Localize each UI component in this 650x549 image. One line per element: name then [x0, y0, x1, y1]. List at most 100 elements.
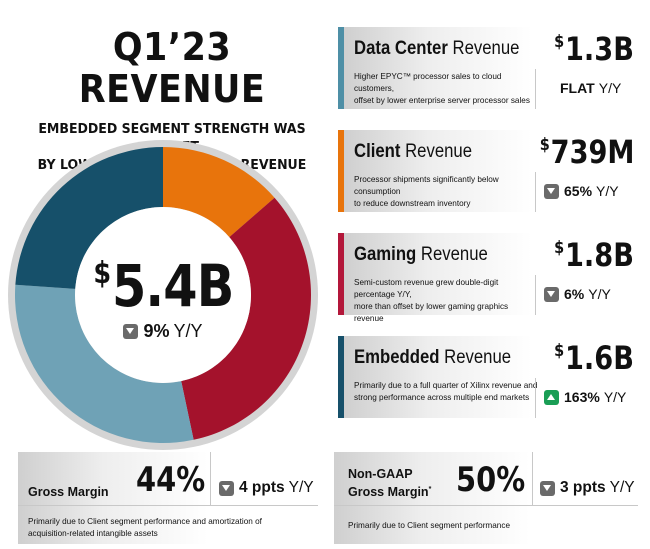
- gross-margin-description-line-2: acquisition-related intangible assets: [28, 529, 158, 538]
- segment-currency: $: [539, 135, 550, 155]
- donut-svg: [8, 140, 318, 450]
- down-arrow-icon: [544, 286, 559, 302]
- card-background: [334, 452, 530, 544]
- segment-name-bold: Gaming: [354, 244, 417, 265]
- segment-change-unit: Y/Y: [596, 183, 619, 199]
- footnote-mark: *: [428, 486, 432, 493]
- gross-margin-change: 4 ppts Y/Y: [219, 478, 314, 498]
- donut-center: $ 5.4B 9% Y/Y: [8, 140, 318, 450]
- divider: [535, 378, 536, 418]
- segment-description-line-2: to reduce downstream inventory: [354, 199, 471, 208]
- non-gaap-label-line-1: Non-GAAP: [348, 467, 413, 481]
- gross-margin-label: Gross Margin: [28, 485, 109, 499]
- non-gaap-margin-change: 3 ppts Y/Y: [540, 478, 635, 498]
- segment-name: Gaming Revenue: [354, 243, 488, 267]
- segment-accent-bar: [338, 233, 344, 315]
- segment-amount: 739M: [550, 133, 634, 171]
- segment-card-data-center: Data Center Revenue $1.3B Higher EPYC™ p…: [338, 27, 640, 109]
- segment-name: Embedded Revenue: [354, 346, 511, 370]
- segment-change-unit: Y/Y: [588, 286, 611, 302]
- segment-card-gaming: Gaming Revenue $1.8B Semi-custom revenue…: [338, 233, 640, 323]
- divider: [532, 452, 533, 505]
- down-arrow-icon: [123, 323, 139, 339]
- up-arrow-icon: [544, 389, 559, 405]
- divider: [535, 172, 536, 212]
- segment-currency: $: [554, 341, 565, 361]
- gross-margin-value: 44%: [136, 460, 206, 500]
- non-gaap-change-unit: Y/Y: [609, 479, 635, 496]
- down-arrow-icon: [544, 183, 559, 199]
- card-background: [18, 452, 208, 544]
- segment-change-value: FLAT: [560, 80, 595, 96]
- non-gaap-margin-description: Primarily due to Client segment performa…: [348, 521, 510, 530]
- donut-slice-client: [163, 147, 275, 238]
- segment-description-line-1: Primarily due to a full quarter of Xilin…: [354, 381, 538, 390]
- revenue-donut-chart: $ 5.4B 9% Y/Y: [8, 140, 318, 450]
- total-revenue: $ 5.4B: [92, 251, 234, 320]
- total-change: 9% Y/Y: [123, 320, 203, 342]
- segment-amount: 1.3B: [565, 30, 634, 68]
- gross-margin-change-unit: Y/Y: [288, 479, 314, 496]
- segment-description: Higher EPYC™ processor sales to cloud cu…: [354, 71, 539, 107]
- segment-currency: $: [554, 238, 565, 258]
- segment-description-line-2: more than offset by lower gaming graphic…: [354, 302, 509, 323]
- segment-change: 65% Y/Y: [544, 182, 619, 200]
- donut-slice-gaming: [181, 197, 311, 440]
- segment-value: $1.3B: [554, 29, 634, 69]
- down-arrow-icon: [540, 480, 555, 496]
- segment-description: Processor shipments significantly below …: [354, 174, 539, 210]
- divider: [535, 69, 536, 109]
- segment-name-bold: Embedded: [354, 347, 440, 368]
- card-background: [344, 27, 532, 109]
- segment-description: Primarily due to a full quarter of Xilin…: [354, 380, 539, 404]
- segment-description-line-1: Processor shipments significantly below …: [354, 175, 499, 196]
- segment-description-line-2: strong performance across multiple end m…: [354, 393, 530, 402]
- segment-amount: 1.6B: [565, 339, 634, 377]
- down-arrow-icon: [219, 480, 234, 496]
- segment-card-client: Client Revenue $739M Processor shipments…: [338, 130, 640, 212]
- card-background: [344, 130, 532, 212]
- segment-name: Client Revenue: [354, 140, 472, 164]
- segment-change-value: 65%: [564, 183, 593, 199]
- segment-value: $1.6B: [554, 338, 634, 378]
- segment-name-rest: Revenue: [416, 244, 488, 265]
- non-gaap-label-text: Gross Margin: [348, 485, 429, 500]
- segment-name-rest: Revenue: [439, 347, 512, 368]
- segment-name-bold: Client: [354, 141, 401, 162]
- segment-name: Data Center Revenue: [354, 37, 519, 61]
- segment-value: $739M: [539, 132, 634, 172]
- gross-margin-description-line-1: Primarily due to Client segment performa…: [28, 517, 262, 526]
- total-change-value: 9%: [143, 320, 170, 341]
- segment-change: 163% Y/Y: [544, 388, 626, 406]
- segment-accent-bar: [338, 27, 344, 109]
- segment-change-value: 163%: [564, 389, 600, 405]
- divider: [210, 452, 211, 505]
- total-amount: 5.4B: [111, 251, 234, 320]
- segment-name-rest: Revenue: [400, 141, 473, 162]
- gross-margin-description: Primarily due to Client segment performa…: [28, 516, 318, 540]
- non-gaap-margin-value: 50%: [456, 460, 526, 500]
- segment-description-line-1: Semi-custom revenue grew double-digit pe…: [354, 278, 499, 299]
- non-gaap-change-value: 3 ppts: [560, 479, 606, 496]
- donut-slice-data-center: [15, 147, 163, 289]
- segment-card-embedded: Embedded Revenue $1.6B Primarily due to …: [338, 336, 640, 418]
- non-gaap-margin-card: Non-GAAP Gross Margin* 50% 3 ppts Y/Y Pr…: [334, 452, 640, 544]
- segment-change-value: 6%: [564, 286, 585, 302]
- card-background: [344, 336, 532, 418]
- segment-description-line-1: Higher EPYC™ processor sales to cloud cu…: [354, 72, 502, 93]
- segment-currency: $: [554, 32, 565, 52]
- page-title: Q1’23 REVENUE: [78, 25, 266, 111]
- divider: [535, 275, 536, 315]
- card-background: [344, 233, 532, 315]
- segment-change-unit: Y/Y: [603, 389, 627, 405]
- segment-accent-bar: [338, 130, 344, 212]
- gross-margin-change-value: 4 ppts: [239, 479, 285, 496]
- segment-amount: 1.8B: [565, 236, 634, 274]
- total-change-unit: Y/Y: [173, 320, 203, 341]
- segment-description-line-2: offset by lower enterprise server proces…: [354, 96, 530, 105]
- non-gaap-margin-label: Non-GAAP Gross Margin*: [348, 466, 431, 500]
- donut-slice-embedded: [14, 284, 194, 443]
- segment-change-unit: Y/Y: [598, 80, 622, 96]
- total-currency: $: [92, 255, 111, 291]
- segment-accent-bar: [338, 336, 344, 418]
